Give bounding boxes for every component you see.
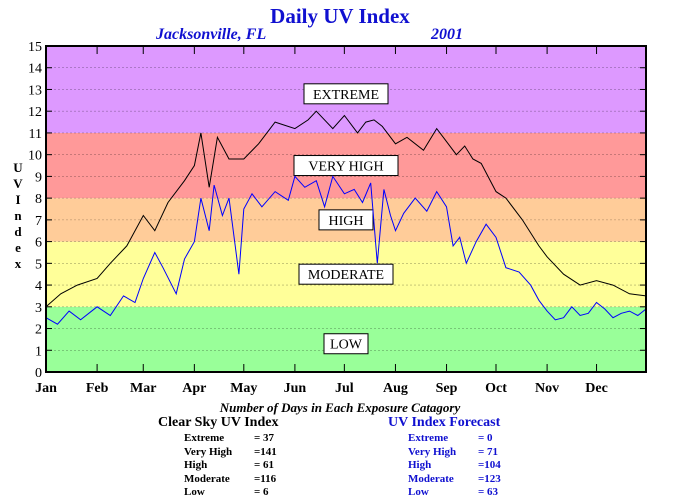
forecast-counts: UV Index Forecast Extreme = 0 Very High = 7… <box>388 415 518 500</box>
band-label-box <box>318 209 374 231</box>
forecast-category: High <box>408 459 432 471</box>
forecast-heading: UV Index Forecast <box>388 415 501 430</box>
plot-frame <box>45 45 647 373</box>
y-axis-label-letter: I <box>15 192 21 207</box>
y-axis-label-letter: V <box>13 176 23 191</box>
y-tick-label: 12 <box>28 105 42 120</box>
clear-sky-category: High <box>184 459 208 471</box>
band-label: MODERATE <box>308 268 384 283</box>
band-label-box <box>323 333 369 355</box>
y-axis-label-letter: U <box>13 160 23 175</box>
x-tick-label: Dec <box>585 381 608 396</box>
clear-sky-category: Extreme <box>184 432 225 444</box>
forecast-count: =104 <box>478 459 501 471</box>
forecast-category: Moderate <box>408 472 454 485</box>
y-tick-label: 4 <box>35 279 42 294</box>
y-tick-label: 9 <box>35 170 42 185</box>
y-tick-label: 13 <box>28 83 42 98</box>
forecast-count: = 0 <box>478 432 493 444</box>
chart-location: Jacksonville, FL <box>156 26 267 43</box>
band-label-box <box>298 263 394 285</box>
y-tick-label: 11 <box>29 127 42 142</box>
y-axis-label-letter: n <box>14 208 22 223</box>
x-tick-label: Jan <box>35 381 57 396</box>
forecast-category: Low <box>408 486 429 498</box>
y-tick-label: 3 <box>35 301 42 316</box>
band-label: LOW <box>330 338 363 353</box>
clear-sky-heading: Clear Sky UV Index <box>158 415 279 430</box>
forecast-row: High =104 <box>388 459 518 473</box>
clear-sky-count: = 61 <box>254 459 275 471</box>
forecast-row: Moderate =123 <box>388 473 518 487</box>
clear-sky-count: = 37 <box>254 432 275 444</box>
forecast-row: Very High = 71 <box>388 446 518 460</box>
x-tick-label: Feb <box>86 381 109 396</box>
clear-sky-row: High = 61 <box>158 459 294 473</box>
x-tick-label: May <box>230 381 257 396</box>
y-tick-label: 6 <box>35 236 42 251</box>
x-tick-label: Nov <box>535 381 559 396</box>
clear-sky-count: = 6 <box>254 486 269 498</box>
clear-sky-row: Low = 6 <box>158 486 294 500</box>
clear-sky-counts: Clear Sky UV Index Extreme = 37 Very High =… <box>158 415 294 500</box>
forecast-row: Extreme = 0 <box>388 432 518 446</box>
x-tick-label: Oct <box>485 381 507 396</box>
forecast-category: Extreme <box>408 432 449 444</box>
y-tick-label: 5 <box>35 257 42 272</box>
clear-sky-category: Moderate <box>184 472 230 485</box>
forecast-row: Low = 63 <box>388 486 518 500</box>
y-axis-label-letter: x <box>14 256 22 271</box>
y-tick-label: 15 <box>28 40 42 55</box>
clear-sky-row: Very High =141 <box>158 446 294 460</box>
y-tick-label: 8 <box>35 192 42 207</box>
band-label: EXTREME <box>313 88 379 103</box>
clear-sky-category: Low <box>184 486 205 498</box>
x-tick-label: Sep <box>436 381 458 396</box>
y-tick-label: 2 <box>35 323 42 338</box>
y-tick-label: 0 <box>35 366 42 381</box>
band-label: HIGH <box>329 214 364 229</box>
forecast-category: Very High <box>408 445 457 458</box>
x-tick-label: Mar <box>130 381 156 396</box>
forecast-series-line <box>45 175 647 325</box>
band-label: VERY HIGH <box>308 160 383 175</box>
clear-sky-row: Moderate =116 <box>158 473 294 487</box>
band-label-box <box>293 155 399 177</box>
chart-year: 2001 <box>431 26 463 43</box>
clear-sky-category: Very High <box>184 445 233 458</box>
y-axis-label-letter: e <box>15 240 21 255</box>
y-tick-label: 1 <box>35 344 42 359</box>
y-axis-label-letter: d <box>14 224 22 239</box>
x-tick-label: Aug <box>383 381 408 396</box>
exposure-category-caption: Number of Days in Each Exposure Catagory <box>219 400 461 415</box>
x-tick-label: Jul <box>335 381 354 396</box>
x-tick-label: Apr <box>182 381 206 396</box>
forecast-count: = 63 <box>478 486 499 498</box>
forecast-count: =123 <box>478 472 501 485</box>
y-tick-label: 7 <box>35 214 42 229</box>
forecast-count: = 71 <box>478 445 499 458</box>
clear-sky-count: =116 <box>254 472 277 485</box>
chart-title: Daily UV Index <box>270 4 410 28</box>
clear-sky-row: Extreme = 37 <box>158 432 294 446</box>
clear-sky-series-line <box>45 110 647 308</box>
y-tick-label: 10 <box>28 149 42 164</box>
y-tick-label: 14 <box>28 62 42 77</box>
x-tick-label: Jun <box>284 381 307 396</box>
clear-sky-count: =141 <box>254 445 277 458</box>
band-label-box <box>303 83 389 105</box>
